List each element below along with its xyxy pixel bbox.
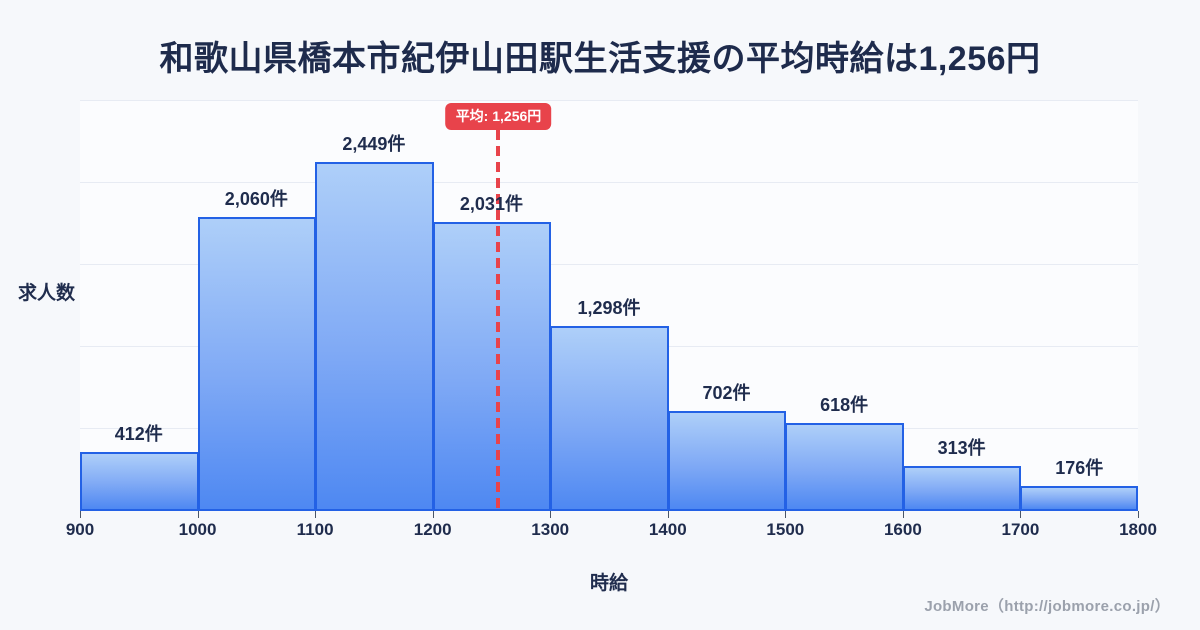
bar-value-label: 618件 [820,395,869,415]
x-tick-mark [1020,511,1021,518]
page-title: 和歌山県橋本市紀伊山田駅生活支援の平均時給は1,256円 [159,40,1041,78]
x-tick-mark [550,511,551,518]
x-tick-label: 1100 [296,520,334,539]
histogram-bar [315,162,434,511]
x-tick-label: 1800 [1119,520,1157,539]
bar-value-label: 2,060件 [224,189,288,209]
x-tick-label: 1600 [883,520,922,539]
histogram-bar [785,423,904,511]
gridline [80,100,1138,101]
x-tick-label: 1000 [178,520,217,539]
x-tick-mark [668,511,669,518]
bar-value-label: 702件 [702,383,751,403]
histogram-bar [432,222,552,511]
histogram-bar [667,411,787,511]
bar-value-label: 176件 [1055,458,1104,478]
x-tick-mark [433,511,434,518]
x-tick-label: 1400 [648,520,687,539]
x-tick-label: 1200 [413,520,452,539]
average-line [496,130,501,511]
gridline [80,264,1138,265]
x-axis-label: 時給 [589,573,628,594]
source-credit: JobMore（http://jobmore.co.jp/） [924,598,1170,615]
x-tick-label: 1500 [766,520,805,539]
bar-value-label: 2,031件 [459,194,523,214]
bar-value-label: 313件 [937,438,986,458]
chart-area: 412件 2,060件 2,449件 2,031件 1,298件 702件 618件 313件… [80,100,1138,511]
gridline [80,182,1138,183]
x-tick-mark [903,511,904,518]
x-tick-mark [785,511,786,518]
histogram-bar [1020,486,1138,511]
x-tick-label: 1300 [531,520,570,539]
bar-value-label: 2,449件 [342,134,406,154]
x-tick-mark [198,511,199,518]
x-tick-mark [80,511,81,518]
bar-value-label: 1,298件 [577,298,641,318]
x-tick-mark [315,511,316,518]
x-tick-label: 900 [65,520,95,539]
histogram-bar [80,452,199,511]
x-tick-mark [1138,511,1139,518]
x-tick-label: 1700 [1001,520,1040,539]
histogram-bar [197,217,317,511]
y-axis-label: 求人数 [18,283,76,304]
histogram-bar [902,466,1022,511]
histogram-bar [550,326,669,511]
average-wage-badge: 平均: 1,256円 [445,103,552,130]
bar-value-label: 412件 [114,424,163,444]
